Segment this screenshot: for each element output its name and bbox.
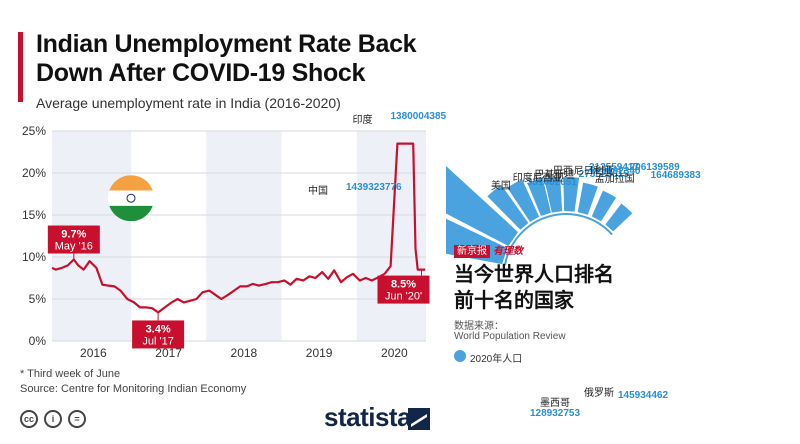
population-bar [563,176,580,212]
flag-green-stripe [108,205,155,222]
unemployment-series-line [51,142,426,314]
x-tick-label: 2019 [306,346,333,360]
country-label: 俄罗斯 [584,388,614,399]
country-label: 巴基斯坦 [534,169,575,181]
population-bar [527,178,551,216]
statista-logo-text: statista [324,402,412,432]
annotation-value: 8.5% [391,279,416,291]
country-label: 印度 [352,114,373,126]
x-tick-label: 2018 [231,346,258,360]
population-value: 1380004385 [390,110,447,122]
population-radial-chart [446,166,633,266]
source-note: Source: Centre for Monitoring Indian Eco… [20,383,247,395]
flag-chakra [126,193,136,203]
country-label: 墨西哥 [540,398,570,409]
annotation-value: 9.7% [61,229,86,241]
population-value: 206139589 [629,161,680,173]
y-tick-label: 25% [22,124,46,138]
y-tick-label: 0% [29,334,47,348]
x-tick-label: 2020 [381,346,408,360]
annotation-box [377,275,430,304]
statista-logo-icon [408,408,430,430]
inner-arc [503,213,613,266]
attribution-icon: i [44,410,62,428]
population-bar [605,203,633,232]
annotation-box [132,320,185,349]
population-bar [446,166,519,246]
country-label: 中国 [308,185,328,197]
population-bar [577,182,598,215]
newspaper-tag: 新京报 有理数 [454,242,523,258]
country-label: 巴西 [552,166,573,178]
population-bar [544,176,563,213]
column-logo: 有理数 [493,246,523,257]
year-band [206,131,282,341]
chart-title: Indian Unemployment Rate Back Down After… [36,30,417,87]
india-flag-icon [108,175,155,222]
x-tick-label: 2017 [155,346,182,360]
legend-label: 2020年人口 [470,354,523,365]
legend-swatch [454,350,466,362]
population-bar [507,179,540,222]
annotation-date: May '16 [55,241,93,253]
headline: 当今世界人口排名前十名的国家 [454,264,614,312]
flag-white-stripe [108,190,155,206]
population-value: 273523615 [578,169,629,181]
y-tick-label: 10% [22,250,46,264]
footnote: * Third week of June [20,368,121,380]
population-bar [487,184,529,230]
flag-saffron-stripe [108,175,155,191]
population-value: 1439323776 [346,181,402,193]
flag-stripes [108,175,155,222]
source-label: 数据来源： [454,321,504,332]
population-value: 212559417 [588,162,640,174]
y-tick-label: 5% [29,292,47,306]
title-accent-bar [18,32,23,102]
unemployment-infographic: Indian Unemployment Rate Back Down After… [8,6,436,436]
country-label: 尼日利亚 [573,165,614,177]
newspaper-name: 新京报 [454,245,490,258]
annotation-value: 3.4% [146,323,171,335]
population-value: 331002651 [526,177,577,189]
annotation-date: Jul '17 [142,335,173,347]
x-tick-label: 2016 [80,346,107,360]
unemployment-line-chart: 0% 5% 10% 15% 20% 25% 2016 2017 2018 2019 2020 9.7%… [22,124,430,360]
noderivs-icon: = [68,410,86,428]
country-label: 美国 [490,181,511,193]
annotation-date: Jun '20' [385,291,422,303]
population-value: 164689383 [650,169,701,181]
cc-icon: cc [20,410,38,428]
y-tick-label: 20% [22,166,46,180]
country-label: 印度尼西亚 [512,173,563,185]
source-name: World Population Review [454,331,566,342]
chart-subtitle: Average unemployment rate in India (2016… [36,95,341,111]
population-infographic: 新京报 有理数 当今世界人口排名前十名的国家 数据来源： World Popula… [308,6,794,436]
annotation-box [47,225,100,254]
country-label: 孟加拉国 [594,173,635,185]
population-value: 220892340 [590,165,641,177]
population-bar [591,190,617,222]
population-value: 145934462 [618,390,669,401]
y-tick-label: 15% [22,208,46,222]
population-value: 128932753 [530,408,581,419]
